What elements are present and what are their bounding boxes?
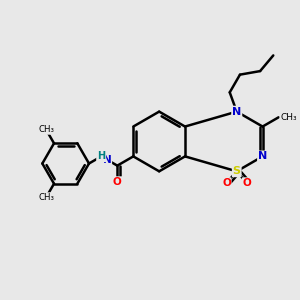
Text: CH₃: CH₃ — [280, 113, 297, 122]
Text: N: N — [258, 152, 267, 161]
Text: N: N — [103, 154, 111, 165]
Text: O: O — [113, 177, 122, 187]
Text: O: O — [243, 178, 251, 188]
Text: H: H — [97, 152, 105, 161]
Text: H: H — [97, 152, 105, 161]
Text: N: N — [232, 106, 242, 117]
Text: CH₃: CH₃ — [38, 125, 54, 134]
Text: S: S — [233, 166, 241, 176]
Text: CH₃: CH₃ — [38, 193, 54, 202]
Text: O: O — [222, 178, 231, 188]
